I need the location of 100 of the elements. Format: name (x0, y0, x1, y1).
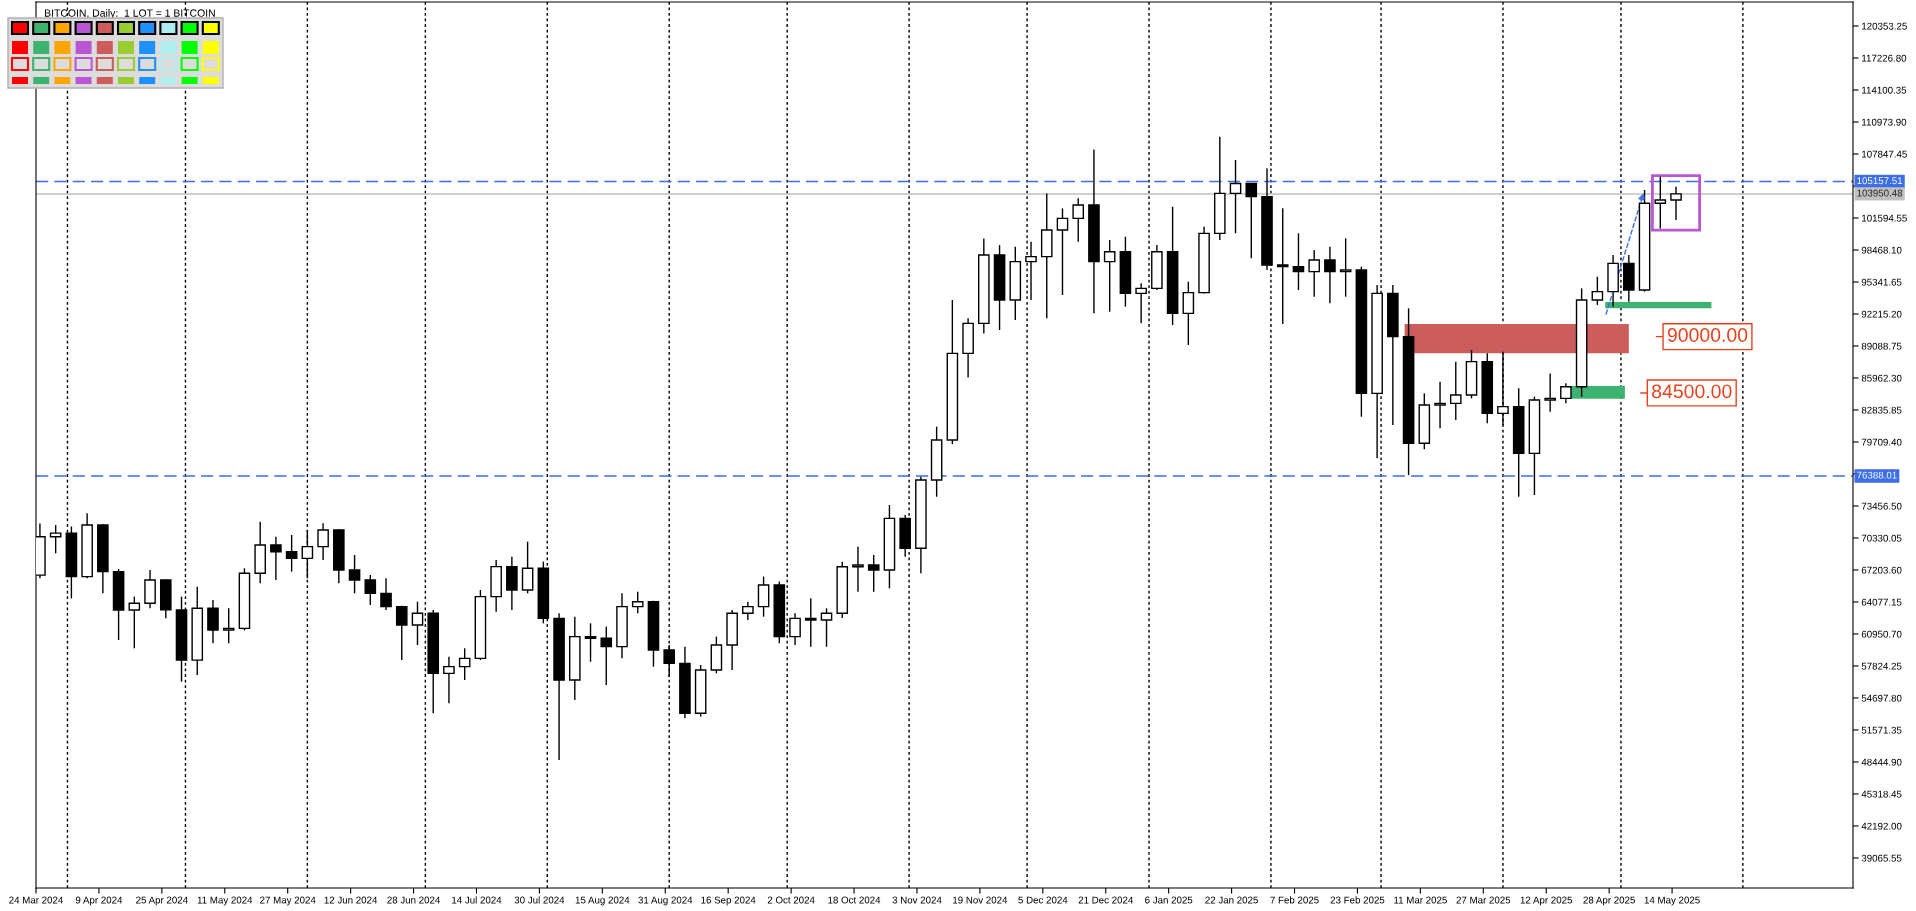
candlestick (1276, 207, 1289, 325)
x-tick-label: 12 Apr 2025 (1520, 896, 1573, 906)
text: BITCOIN, Daily: 1 LOT = 1 BITCOIN (45, 9, 215, 19)
candlestick (1560, 382, 1572, 404)
y-tick-label: 95341.65 (1861, 278, 1902, 286)
x-tick-label: 14 May 2025 (1644, 896, 1700, 906)
candlestick (128, 595, 141, 650)
candlestick (49, 524, 62, 555)
y-tick-label: 42192.00 (1861, 822, 1902, 830)
y-tick-label: 114100.35 (1862, 86, 1907, 94)
candlestick (411, 601, 424, 646)
candlestick (631, 591, 644, 615)
candlestick (804, 597, 817, 648)
candlestick (1182, 281, 1195, 346)
x-tick-label: 28 Apr 2025 (1583, 896, 1635, 906)
y-tick-label: 101594.55 (1862, 214, 1907, 222)
candlestick (380, 577, 392, 611)
y-tick-label: 107847.45 (1862, 150, 1907, 158)
candlestick (867, 554, 880, 593)
x-tick-label: 7 Feb 2025 (1270, 896, 1319, 904)
y-tick-label: 73456.50 (1861, 502, 1902, 510)
candlestick (1308, 249, 1321, 298)
candlestick (1670, 186, 1682, 221)
ref-line-label: 76388.01 (1857, 471, 1897, 479)
y-tick-label: 92215.20 (1861, 310, 1902, 318)
candlestick (600, 626, 613, 686)
x-tick-label: 11 Mar 2025 (1394, 896, 1447, 904)
y-tick-label: 45318.45 (1861, 790, 1902, 798)
y-tick-label: 57824.25 (1861, 662, 1902, 670)
candlestick (1292, 232, 1305, 291)
annotation: 84500.00 (1652, 384, 1732, 399)
y-tick-label: 82835.85 (1861, 406, 1902, 414)
candlestick (285, 534, 298, 573)
x-tick-label: 12 Jun 2024 (324, 896, 378, 904)
x-tick-label: 21 Dec 2024 (1078, 896, 1134, 904)
candlestick (584, 622, 597, 663)
candlestick (395, 605, 408, 661)
x-tick-label: 22 Jan 2025 (1205, 896, 1258, 904)
y-tick-label: 89088.75 (1861, 342, 1902, 350)
y-tick-label: 39065.55 (1861, 854, 1902, 862)
candlestick (1072, 197, 1085, 243)
candlestick (820, 607, 833, 648)
candlestick (222, 607, 235, 644)
x-tick-label: 14 Jul 2024 (452, 896, 502, 904)
candlestick (506, 556, 518, 611)
x-tick-label: 27 May 2024 (260, 896, 316, 906)
x-tick-label: 23 Feb 2025 (1330, 896, 1385, 904)
candlestick (1434, 381, 1446, 430)
candlestick (1245, 182, 1258, 260)
y-tick-label: 48444.90 (1861, 758, 1902, 766)
candlestick (458, 647, 471, 681)
candlestick (301, 529, 314, 579)
x-tick-label: 5 Dec 2024 (1018, 896, 1068, 904)
x-tick-label: 2 Oct 2024 (767, 896, 815, 904)
x-tick-label: 28 Jun 2024 (387, 896, 441, 904)
x-tick-label: 11 May 2024 (197, 896, 253, 906)
y-tick-label: 54697.80 (1861, 694, 1902, 702)
x-tick-label: 18 Oct 2024 (828, 896, 881, 904)
y-tick-label: 79709.40 (1861, 438, 1902, 446)
candlestick (757, 575, 770, 618)
candlestick (1449, 360, 1462, 421)
candlestick (852, 546, 864, 593)
x-tick-label: 16 Sep 2024 (701, 896, 756, 906)
x-tick-label: 27 Mar 2025 (1456, 896, 1511, 904)
y-tick-label: 110973.90 (1862, 118, 1907, 126)
x-tick-label: 15 Aug 2024 (575, 896, 630, 906)
y-tick-label: 67203.60 (1861, 566, 1902, 574)
y-tick-label: 60950.70 (1861, 630, 1902, 638)
candlestick (144, 569, 156, 609)
x-tick-label: 6 Jan 2025 (1145, 896, 1193, 904)
candlestick (443, 656, 455, 704)
y-tick-label: 64077.15 (1861, 598, 1902, 606)
y-tick-label: 117226.80 (1862, 54, 1907, 62)
candlestick (364, 574, 377, 606)
y-tick-label: 85962.30 (1861, 374, 1902, 382)
y-tick-label: 70330.05 (1861, 534, 1902, 542)
y-tick-label: 51571.35 (1861, 726, 1902, 734)
candlestick (1654, 176, 1667, 230)
candlestick (1229, 159, 1242, 234)
candlestick (270, 535, 282, 581)
candlestick (317, 522, 329, 561)
x-tick-label: 31 Aug 2024 (638, 896, 693, 906)
x-tick-label: 9 Apr 2024 (75, 896, 123, 906)
y-tick-label: 98468.10 (1861, 246, 1902, 254)
candlestick (1324, 246, 1336, 304)
candlestick (521, 540, 534, 595)
x-tick-label: 30 Jul 2024 (514, 896, 565, 904)
candlestick (1591, 275, 1604, 306)
x-tick-label: 25 Apr 2024 (136, 896, 188, 906)
candlestick (1544, 372, 1556, 413)
ref-line-label: 103950.48 (1857, 189, 1903, 197)
candlestick (348, 554, 361, 595)
candlestick (1056, 207, 1069, 296)
y-tick-label: 120353.25 (1862, 22, 1907, 30)
x-tick-label: 24 Mar 2024 (9, 896, 64, 904)
candlestick (742, 601, 754, 621)
ref-line-label: 105157.51 (1857, 177, 1903, 185)
candlestick (207, 599, 219, 644)
x-tick-label: 19 Nov 2024 (953, 896, 1008, 904)
candlestick (1339, 237, 1352, 298)
